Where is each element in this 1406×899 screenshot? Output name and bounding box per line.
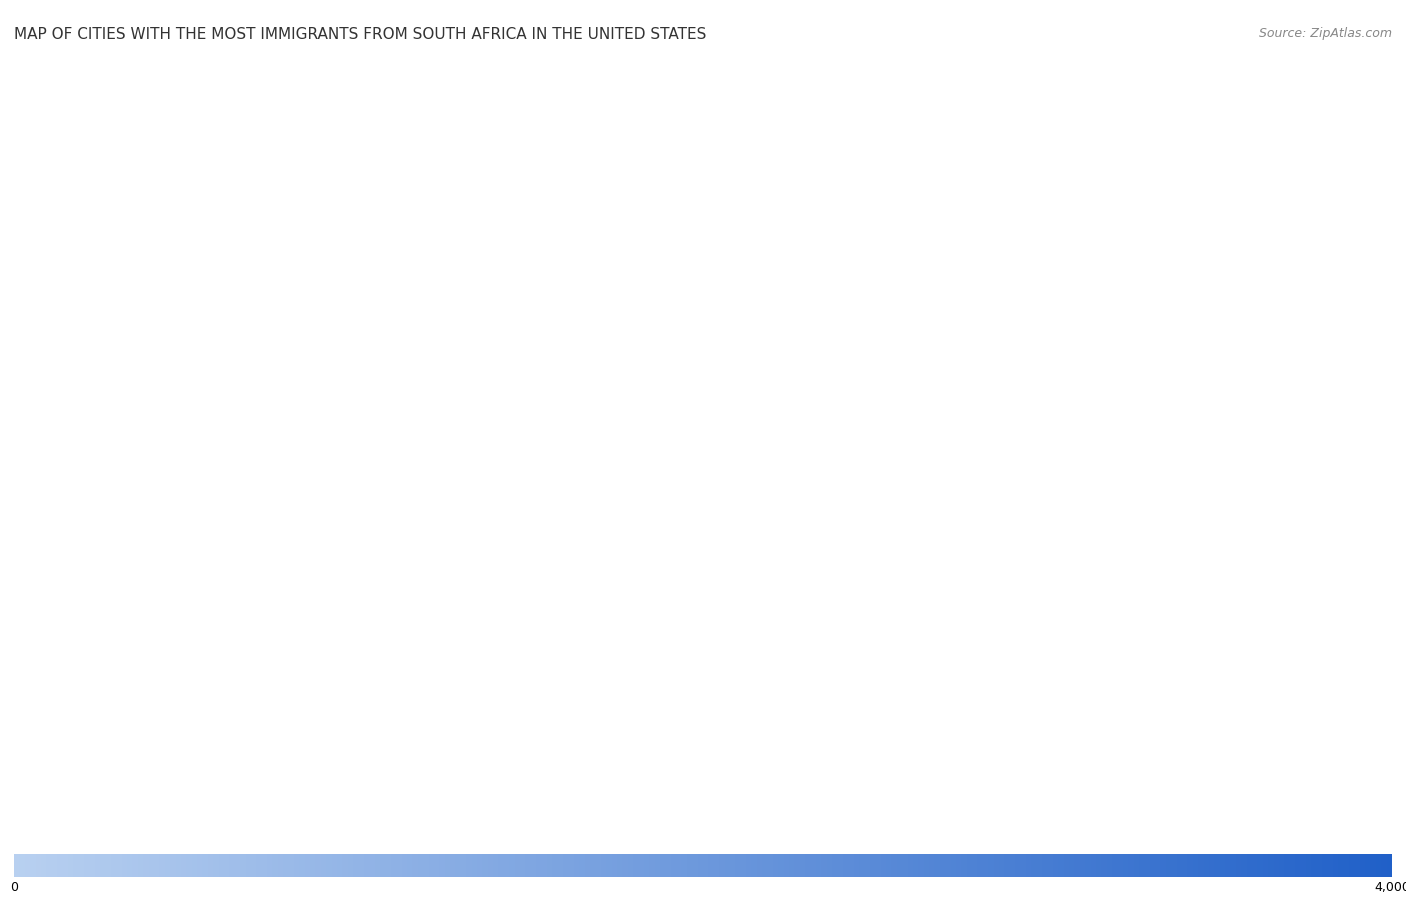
Text: Source: ZipAtlas.com: Source: ZipAtlas.com: [1258, 27, 1392, 40]
Text: MAP OF CITIES WITH THE MOST IMMIGRANTS FROM SOUTH AFRICA IN THE UNITED STATES: MAP OF CITIES WITH THE MOST IMMIGRANTS F…: [14, 27, 706, 42]
